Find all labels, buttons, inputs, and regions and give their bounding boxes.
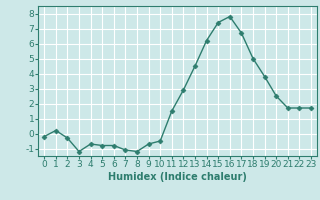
X-axis label: Humidex (Indice chaleur): Humidex (Indice chaleur) [108, 172, 247, 182]
